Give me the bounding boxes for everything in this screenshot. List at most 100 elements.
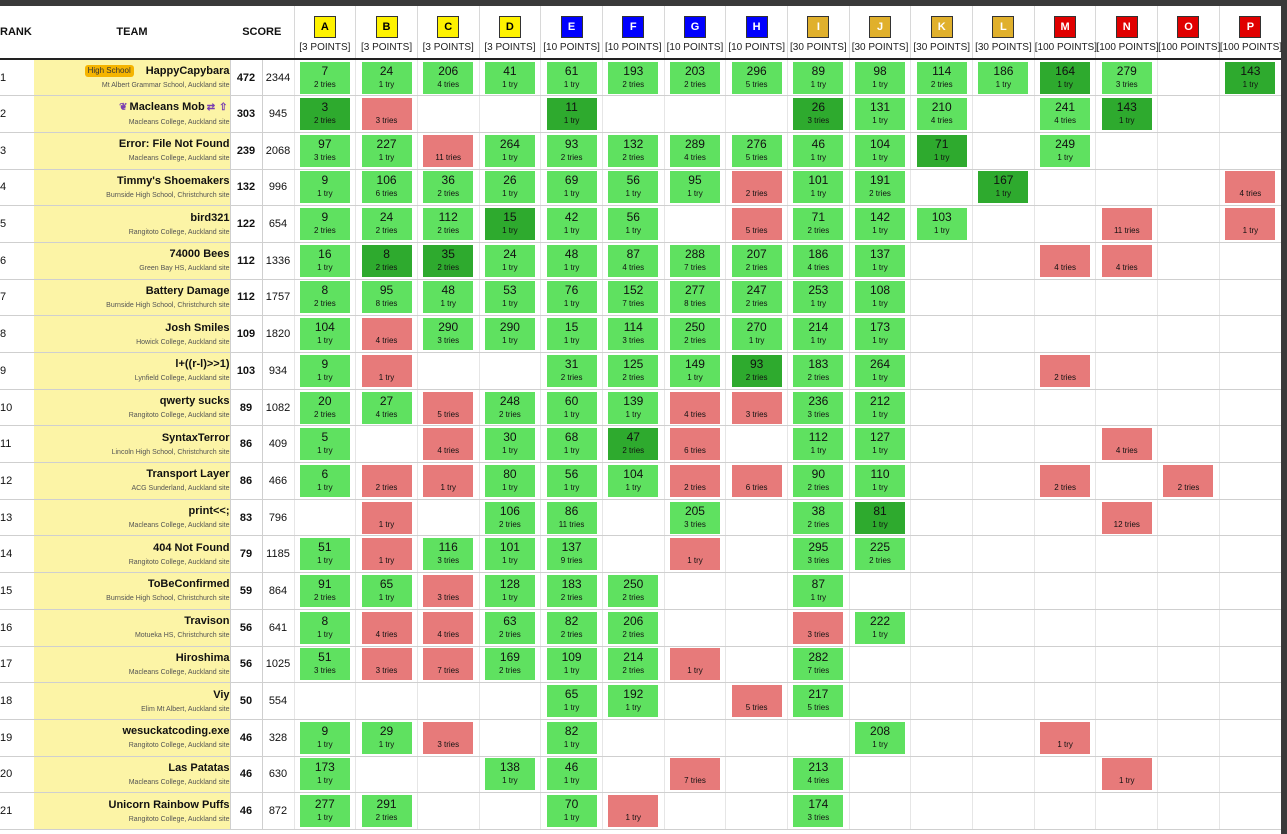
solved-cell[interactable]: 16 1 try xyxy=(299,244,350,277)
solved-cell[interactable]: 51 3 tries xyxy=(299,648,350,681)
attempt-cell[interactable]: 5 tries xyxy=(731,208,782,241)
solved-cell[interactable]: 127 1 try xyxy=(855,428,906,461)
solved-cell[interactable]: 169 2 tries xyxy=(484,648,535,681)
solved-cell[interactable]: 80 1 try xyxy=(484,464,535,497)
attempt-cell[interactable]: 1 try xyxy=(669,648,720,681)
solved-cell[interactable]: 174 3 tries xyxy=(793,795,844,828)
solved-cell[interactable]: 65 1 try xyxy=(546,685,597,718)
attempt-cell[interactable]: 3 tries xyxy=(361,648,412,681)
solved-cell[interactable]: 193 2 tries xyxy=(608,61,659,94)
attempt-cell[interactable]: 3 tries xyxy=(423,574,474,607)
solved-cell[interactable]: 206 4 tries xyxy=(423,61,474,94)
solved-cell[interactable]: 205 3 tries xyxy=(669,501,720,534)
attempt-cell[interactable]: 1 try xyxy=(608,795,659,828)
header-problem-f[interactable]: F [10 POINTS] xyxy=(601,6,665,60)
attempt-cell[interactable]: 3 tries xyxy=(423,721,474,754)
header-problem-c[interactable]: C [3 POINTS] xyxy=(416,6,480,60)
header-problem-i[interactable]: I [30 POINTS] xyxy=(787,6,850,60)
attempt-cell[interactable]: 2 tries xyxy=(731,171,782,204)
first-solve-cell[interactable]: 15 1 try xyxy=(484,208,535,241)
problem-badge[interactable]: H xyxy=(745,15,768,38)
solved-cell[interactable]: 56 1 try xyxy=(608,171,659,204)
team-cell[interactable]: High School HappyCapybara Mt Albert Gramma… xyxy=(34,59,231,97)
team-cell[interactable]: Timmy's Shoemakers Burnside High School, … xyxy=(34,169,231,207)
solved-cell[interactable]: 270 1 try xyxy=(731,318,782,351)
problem-badge[interactable]: G xyxy=(683,15,706,38)
solved-cell[interactable]: 264 1 try xyxy=(855,354,906,387)
solved-cell[interactable]: 277 1 try xyxy=(299,795,350,828)
solved-cell[interactable]: 290 1 try xyxy=(484,318,535,351)
solved-cell[interactable]: 90 2 tries xyxy=(793,464,844,497)
solved-cell[interactable]: 87 4 tries xyxy=(608,244,659,277)
team-cell[interactable]: Travison Motueka HS, Christchurch site xyxy=(34,609,231,647)
solved-cell[interactable]: 276 5 tries xyxy=(731,134,782,167)
solved-cell[interactable]: 101 1 try xyxy=(793,171,844,204)
team-name[interactable]: qwerty sucks xyxy=(159,395,230,408)
solved-cell[interactable]: 103 1 try xyxy=(916,208,967,241)
solved-cell[interactable]: 69 1 try xyxy=(546,171,597,204)
attempt-cell[interactable]: 4 tries xyxy=(361,611,412,644)
solved-cell[interactable]: 46 1 try xyxy=(793,134,844,167)
attempt-cell[interactable]: 2 tries xyxy=(1040,464,1091,497)
header-problem-g[interactable]: G [10 POINTS] xyxy=(663,6,726,60)
attempt-cell[interactable]: 1 try xyxy=(361,501,412,534)
solved-cell[interactable]: 264 1 try xyxy=(484,134,535,167)
solved-cell[interactable]: 27 4 tries xyxy=(361,391,412,424)
attempt-cell[interactable]: 4 tries xyxy=(1225,171,1276,204)
attempt-cell[interactable]: 3 tries xyxy=(361,98,412,131)
solved-cell[interactable]: 210 4 tries xyxy=(916,98,967,131)
attempt-cell[interactable]: 2 tries xyxy=(669,464,720,497)
solved-cell[interactable]: 206 2 tries xyxy=(608,611,659,644)
attempt-cell[interactable]: 1 try xyxy=(1101,758,1152,791)
attempt-cell[interactable]: 2 tries xyxy=(1040,354,1091,387)
solved-cell[interactable]: 110 1 try xyxy=(855,464,906,497)
first-solve-cell[interactable]: 26 3 tries xyxy=(793,98,844,131)
team-cell[interactable]: Las Patatas Macleans College, Auckland si… xyxy=(34,756,231,794)
header-problem-h[interactable]: H [10 POINTS] xyxy=(725,6,788,60)
attempt-cell[interactable]: 4 tries xyxy=(1040,244,1091,277)
team-cell[interactable]: Unicorn Rainbow Puffs Rangitoto College, … xyxy=(34,792,231,830)
team-cell[interactable]: print<<; Macleans College, Auckland site xyxy=(34,499,231,537)
solved-cell[interactable]: 106 6 tries xyxy=(361,171,412,204)
attempt-cell[interactable]: 1 try xyxy=(423,464,474,497)
solved-cell[interactable]: 41 1 try xyxy=(484,61,535,94)
solved-cell[interactable]: 24 2 tries xyxy=(361,208,412,241)
solved-cell[interactable]: 116 3 tries xyxy=(423,538,474,571)
attempt-cell[interactable]: 5 tries xyxy=(423,391,474,424)
team-cell[interactable]: Transport Layer ACG Sunderland, Auckland … xyxy=(34,462,231,500)
solved-cell[interactable]: 183 2 tries xyxy=(546,574,597,607)
first-solve-cell[interactable]: 93 2 tries xyxy=(731,354,782,387)
solved-cell[interactable]: 63 2 tries xyxy=(484,611,535,644)
first-solve-cell[interactable]: 167 1 try xyxy=(978,171,1029,204)
solved-cell[interactable]: 142 1 try xyxy=(855,208,906,241)
team-name[interactable]: wesuckatcoding.exe xyxy=(122,725,230,738)
header-problem-d[interactable]: D [3 POINTS] xyxy=(478,6,541,60)
solved-cell[interactable]: 71 2 tries xyxy=(793,208,844,241)
solved-cell[interactable]: 152 7 tries xyxy=(608,281,659,314)
solved-cell[interactable]: 212 1 try xyxy=(855,391,906,424)
solved-cell[interactable]: 46 1 try xyxy=(546,758,597,791)
first-solve-cell[interactable]: 47 2 tries xyxy=(608,428,659,461)
solved-cell[interactable]: 288 7 tries xyxy=(669,244,720,277)
solved-cell[interactable]: 31 2 tries xyxy=(546,354,597,387)
solved-cell[interactable]: 114 3 tries xyxy=(608,318,659,351)
solved-cell[interactable]: 132 2 tries xyxy=(608,134,659,167)
attempt-cell[interactable]: 1 try xyxy=(361,354,412,387)
solved-cell[interactable]: 114 2 tries xyxy=(916,61,967,94)
header-score[interactable]: SCORE xyxy=(230,6,294,60)
solved-cell[interactable]: 51 1 try xyxy=(299,538,350,571)
problem-badge[interactable]: D xyxy=(498,15,521,38)
solved-cell[interactable]: 104 1 try xyxy=(855,134,906,167)
attempt-cell[interactable]: 5 tries xyxy=(731,685,782,718)
attempt-cell[interactable]: 1 try xyxy=(669,538,720,571)
team-cell[interactable]: Battery Damage Burnside High School, Chri… xyxy=(34,279,231,317)
first-solve-cell[interactable]: 71 1 try xyxy=(916,134,967,167)
first-solve-cell[interactable]: 143 1 try xyxy=(1101,98,1152,131)
problem-badge[interactable]: B xyxy=(375,15,398,38)
solved-cell[interactable]: 250 2 tries xyxy=(669,318,720,351)
solved-cell[interactable]: 192 1 try xyxy=(608,685,659,718)
solved-cell[interactable]: 86 11 tries xyxy=(546,501,597,534)
